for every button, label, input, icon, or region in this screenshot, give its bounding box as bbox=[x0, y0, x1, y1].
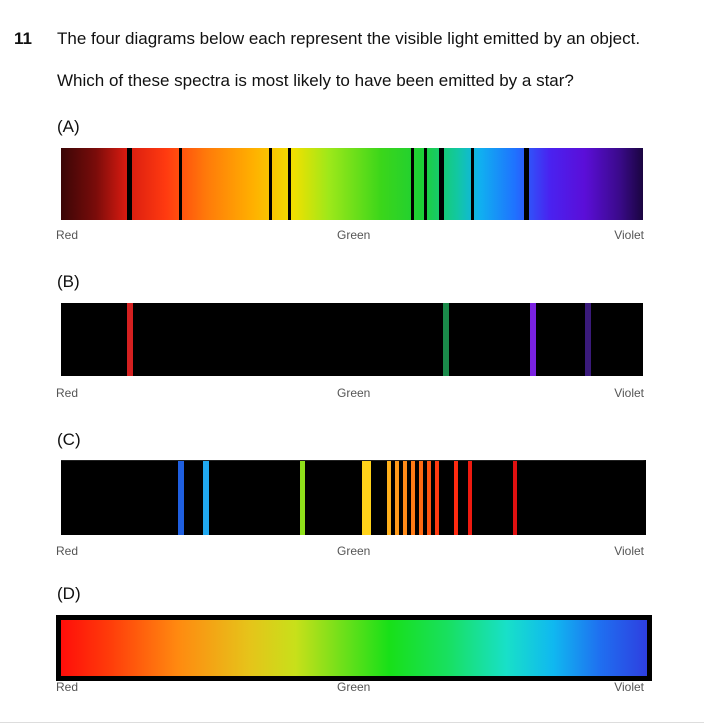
emission-line bbox=[427, 461, 431, 535]
question-text-line2: Which of these spectra is most likely to… bbox=[57, 71, 574, 90]
absorption-line bbox=[179, 148, 182, 220]
emission-line bbox=[435, 461, 439, 535]
axis-labels-c: Red Green Violet bbox=[56, 544, 644, 558]
spectrum-d bbox=[56, 615, 652, 681]
page-bottom-rule bbox=[0, 722, 704, 723]
emission-line bbox=[530, 303, 536, 376]
emission-line bbox=[178, 461, 184, 535]
emission-line bbox=[468, 461, 472, 535]
emission-line bbox=[362, 461, 371, 535]
axis-red-label: Red bbox=[56, 228, 79, 242]
axis-green-label: Green bbox=[337, 544, 371, 558]
emission-line bbox=[585, 303, 591, 376]
emission-line bbox=[203, 461, 209, 535]
emission-line bbox=[454, 461, 458, 535]
absorption-line bbox=[524, 148, 529, 220]
option-b-label: (B) bbox=[57, 272, 80, 291]
axis-green-label: Green bbox=[337, 680, 371, 694]
emission-line bbox=[127, 303, 133, 376]
absorption-line bbox=[269, 148, 272, 220]
emission-line bbox=[395, 461, 399, 535]
emission-line bbox=[300, 461, 305, 535]
axis-red-label: Red bbox=[56, 544, 79, 558]
emission-line bbox=[513, 461, 517, 535]
emission-line bbox=[419, 461, 423, 535]
axis-red-label: Red bbox=[56, 386, 79, 400]
spectrum-b bbox=[61, 303, 643, 376]
question-text-line1: The four diagrams below each represent t… bbox=[57, 29, 641, 48]
axis-violet-label: Violet bbox=[614, 386, 644, 400]
absorption-line bbox=[439, 148, 444, 220]
absorption-line bbox=[288, 148, 291, 220]
axis-labels-d: Red Green Violet bbox=[56, 680, 644, 694]
option-a-label: (A) bbox=[57, 117, 80, 136]
option-d-label: (D) bbox=[57, 584, 81, 603]
emission-line bbox=[387, 461, 391, 535]
axis-violet-label: Violet bbox=[614, 544, 644, 558]
option-c-label: (C) bbox=[57, 430, 81, 449]
absorption-line bbox=[424, 148, 427, 220]
axis-labels-b: Red Green Violet bbox=[56, 386, 644, 400]
absorption-line bbox=[127, 148, 132, 220]
axis-green-label: Green bbox=[337, 228, 371, 242]
axis-green-label: Green bbox=[337, 386, 371, 400]
absorption-line bbox=[471, 148, 474, 220]
absorption-line bbox=[411, 148, 414, 220]
question-number: 11 bbox=[14, 29, 32, 48]
axis-violet-label: Violet bbox=[614, 228, 644, 242]
emission-line bbox=[443, 303, 449, 376]
spectrum-c bbox=[61, 460, 646, 535]
emission-line bbox=[411, 461, 415, 535]
axis-labels-a: Red Green Violet bbox=[56, 228, 644, 242]
axis-red-label: Red bbox=[56, 680, 79, 694]
spectrum-a bbox=[61, 148, 643, 220]
emission-line bbox=[403, 461, 407, 535]
axis-violet-label: Violet bbox=[614, 680, 644, 694]
